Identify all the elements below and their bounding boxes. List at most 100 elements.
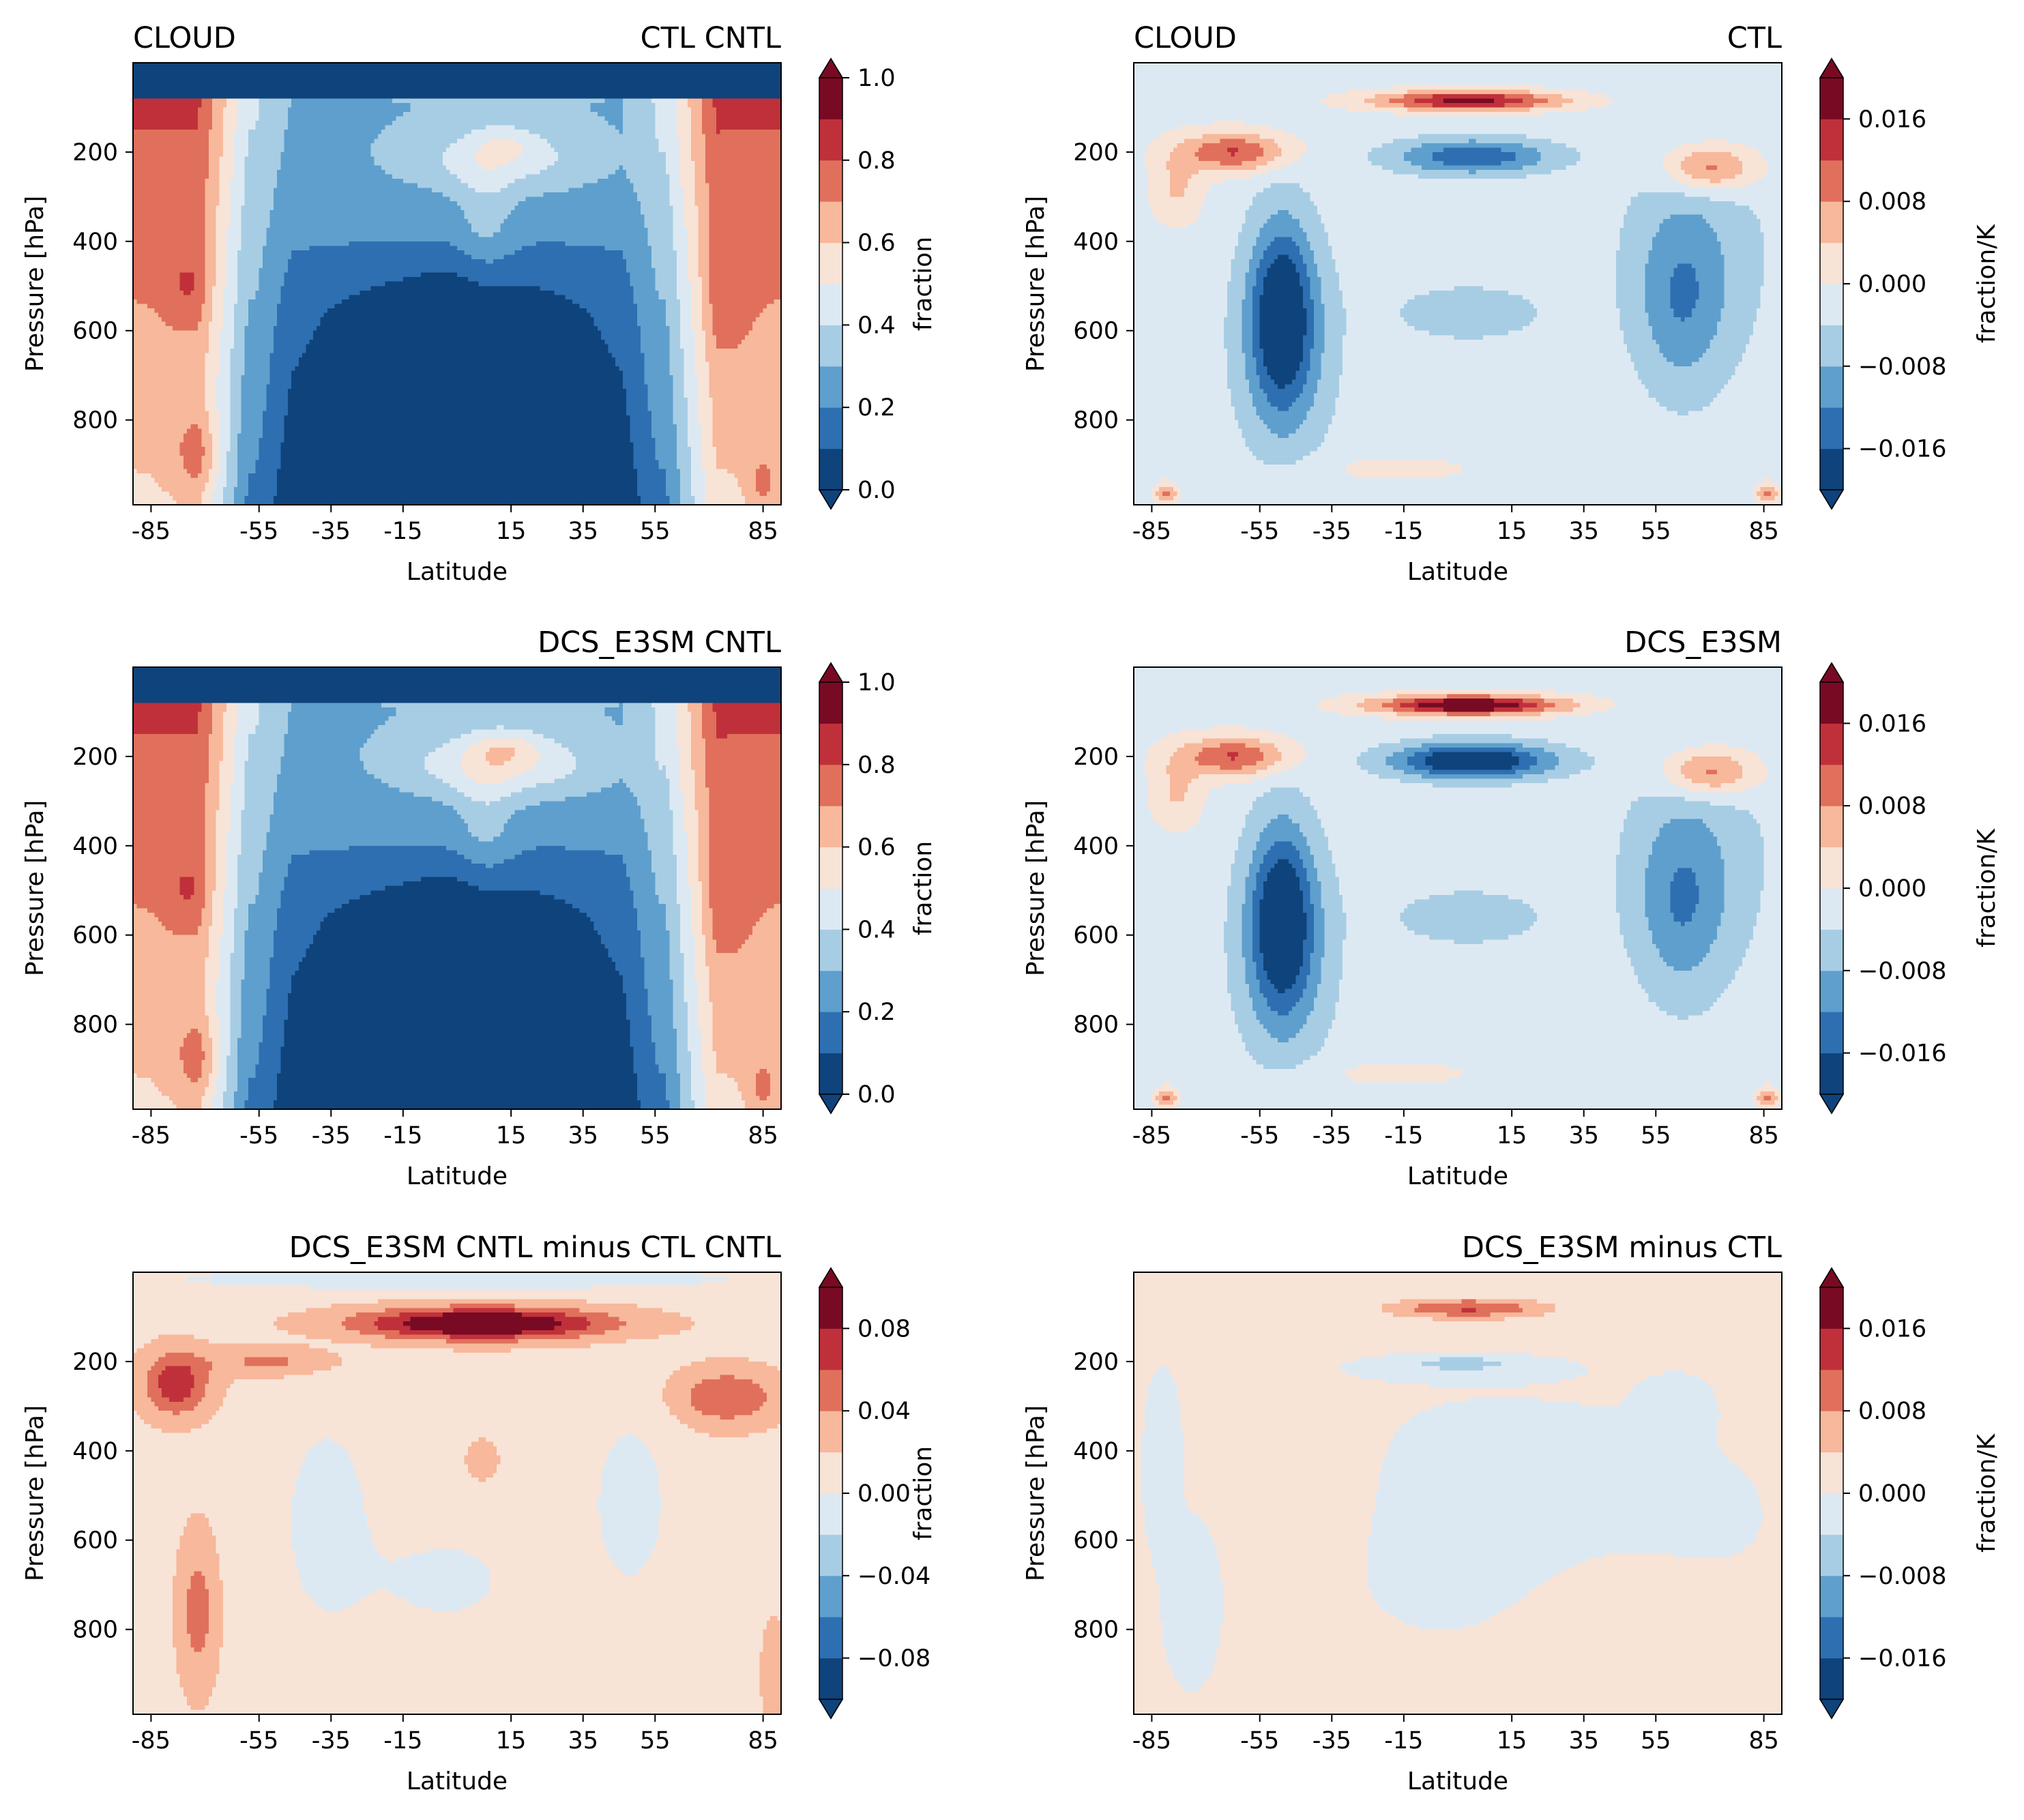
contour-cell <box>1659 948 1711 954</box>
contour-cell <box>241 814 271 820</box>
contour-cell <box>1256 761 1275 766</box>
contour-cell <box>273 935 314 940</box>
contour-cell <box>633 1064 660 1070</box>
contour-cell <box>216 823 231 829</box>
contour-cell <box>212 460 220 465</box>
x-tick-label: 35 <box>568 1122 598 1149</box>
contour-cell <box>604 116 624 121</box>
contour-cell <box>1724 908 1761 913</box>
contour-cell <box>1763 281 1783 287</box>
contour-cell <box>133 1055 181 1061</box>
contour-cell <box>1493 707 1523 713</box>
contour-cell <box>259 112 289 117</box>
contour-cell <box>1659 1006 1711 1012</box>
contour-cell <box>219 1060 227 1066</box>
contour-cell <box>1148 747 1177 752</box>
contour-cell <box>1699 899 1725 905</box>
contour-cell <box>198 1078 209 1083</box>
contour-cell <box>712 415 782 421</box>
contour-cell <box>1234 250 1253 256</box>
contour-cell <box>187 1276 728 1282</box>
contour-cell <box>694 174 706 179</box>
contour-cell <box>1619 922 1649 927</box>
contour-cell <box>1134 810 1152 815</box>
contour-cell <box>205 357 220 363</box>
contour-cell <box>745 1104 782 1110</box>
contour-cell <box>1252 778 1401 784</box>
contour-cell <box>230 1006 241 1012</box>
contour-cell <box>263 254 292 260</box>
contour-cell <box>133 312 159 318</box>
contour-cell <box>226 451 238 456</box>
contour-cell <box>1616 885 1646 891</box>
colorbar-swatch <box>819 407 842 450</box>
contour-cell <box>222 922 235 927</box>
colorbar-tick-label: 0.008 <box>1858 793 1926 820</box>
contour-cell <box>691 121 703 126</box>
contour-cell <box>208 147 224 153</box>
contour-cell <box>241 205 274 211</box>
contour-cell <box>1720 241 1765 246</box>
contour-cell <box>680 756 692 762</box>
contour-cell <box>1684 922 1721 927</box>
contour-cell <box>208 130 224 135</box>
contour-cell <box>680 326 692 332</box>
contour-cell <box>590 107 624 113</box>
contour-cell <box>1447 694 1491 699</box>
contour-cell <box>641 1100 670 1106</box>
contour-cell <box>1295 868 1307 873</box>
contour-cell <box>205 783 220 789</box>
contour-cell <box>489 138 516 144</box>
contour-cell <box>1681 922 1686 927</box>
contour-cell <box>226 1069 238 1074</box>
contour-cell <box>219 201 231 207</box>
contour-cell <box>694 774 706 780</box>
contour-cell <box>205 250 216 256</box>
contour-cell <box>1677 1015 1689 1021</box>
contour-cell <box>1667 756 1692 762</box>
contour-cell <box>1335 864 1617 869</box>
contour-cell <box>536 761 576 766</box>
contour-cell <box>1346 317 1405 323</box>
contour-cell <box>421 272 458 278</box>
contour-cell <box>684 192 695 197</box>
contour-cell <box>1652 326 1718 332</box>
contour-cell <box>691 290 703 295</box>
contour-cell <box>1263 420 1304 425</box>
contour-cell <box>1332 1020 1783 1025</box>
contour-cell <box>1299 823 1322 829</box>
contour-cell <box>1523 774 1570 780</box>
contour-cell <box>655 1051 677 1057</box>
contour-cell <box>342 1361 692 1367</box>
contour-cell <box>226 246 241 251</box>
contour-cell <box>226 250 238 256</box>
contour-cell <box>701 908 714 913</box>
contour-cell <box>626 1006 649 1012</box>
contour-cell <box>709 388 782 394</box>
contour-cell <box>1267 1029 1300 1034</box>
contour-cell <box>133 903 137 909</box>
contour-cell <box>133 1334 159 1340</box>
contour-cell <box>309 850 458 855</box>
contour-cell <box>1134 1069 1347 1074</box>
contour-cell <box>205 957 220 963</box>
contour-cell <box>216 872 227 878</box>
contour-cell <box>222 138 235 144</box>
contour-cell <box>1310 281 1322 287</box>
contour-cell <box>641 210 674 216</box>
contour-cell <box>611 353 645 358</box>
contour-cell <box>1313 402 1336 407</box>
contour-cell <box>248 1078 278 1083</box>
contour-cell <box>1393 170 1469 175</box>
contour-cell <box>651 263 677 269</box>
contour-cell <box>255 1064 281 1070</box>
contour-cell <box>709 281 782 287</box>
contour-cell <box>133 685 782 690</box>
contour-cell <box>676 725 692 731</box>
contour-cell <box>1303 894 1311 900</box>
contour-cell <box>1634 971 1735 976</box>
contour-cell <box>230 1051 238 1057</box>
contour-cell <box>467 823 505 829</box>
contour-cell <box>1292 379 1307 385</box>
contour-cell <box>1134 680 1783 686</box>
